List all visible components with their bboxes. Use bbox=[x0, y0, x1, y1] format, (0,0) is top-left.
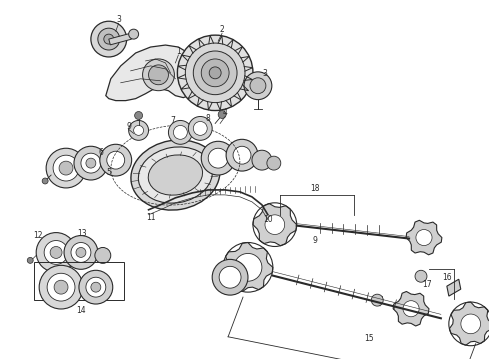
Circle shape bbox=[135, 112, 143, 120]
Circle shape bbox=[47, 273, 75, 301]
Circle shape bbox=[76, 247, 86, 257]
Circle shape bbox=[81, 153, 101, 173]
Circle shape bbox=[86, 158, 96, 168]
Circle shape bbox=[201, 141, 235, 175]
Circle shape bbox=[267, 156, 281, 170]
Polygon shape bbox=[106, 45, 200, 100]
Circle shape bbox=[226, 139, 258, 171]
Circle shape bbox=[64, 235, 98, 269]
Text: 9: 9 bbox=[312, 236, 317, 245]
Text: 1: 1 bbox=[176, 46, 181, 55]
Circle shape bbox=[39, 265, 83, 309]
Circle shape bbox=[74, 146, 108, 180]
Circle shape bbox=[71, 243, 91, 262]
Circle shape bbox=[79, 270, 113, 304]
Circle shape bbox=[98, 28, 120, 50]
Circle shape bbox=[86, 277, 106, 297]
Polygon shape bbox=[253, 203, 297, 246]
Circle shape bbox=[233, 146, 251, 164]
Circle shape bbox=[95, 247, 111, 264]
Circle shape bbox=[403, 301, 419, 317]
Polygon shape bbox=[449, 302, 490, 345]
Text: 15: 15 bbox=[365, 334, 374, 343]
Ellipse shape bbox=[131, 140, 220, 210]
Circle shape bbox=[59, 161, 73, 175]
Circle shape bbox=[173, 125, 187, 139]
Circle shape bbox=[185, 43, 245, 103]
Circle shape bbox=[209, 67, 221, 79]
Circle shape bbox=[91, 21, 127, 57]
Circle shape bbox=[177, 35, 253, 111]
Circle shape bbox=[218, 111, 226, 118]
Circle shape bbox=[252, 150, 272, 170]
Circle shape bbox=[36, 233, 76, 272]
Circle shape bbox=[461, 314, 481, 334]
Circle shape bbox=[46, 148, 86, 188]
Text: 5: 5 bbox=[106, 167, 111, 176]
Text: 2: 2 bbox=[220, 25, 224, 34]
Polygon shape bbox=[406, 220, 442, 255]
Circle shape bbox=[208, 148, 228, 168]
Text: 14: 14 bbox=[76, 306, 86, 315]
Text: 11: 11 bbox=[146, 213, 155, 222]
Text: 3: 3 bbox=[116, 15, 121, 24]
Circle shape bbox=[107, 151, 124, 169]
Polygon shape bbox=[447, 279, 461, 296]
Ellipse shape bbox=[148, 155, 202, 195]
Circle shape bbox=[42, 178, 48, 184]
Text: 12: 12 bbox=[33, 231, 43, 240]
Circle shape bbox=[143, 59, 174, 91]
Circle shape bbox=[212, 260, 248, 295]
Circle shape bbox=[250, 78, 266, 94]
Text: 3: 3 bbox=[263, 69, 268, 78]
Text: 8: 8 bbox=[206, 114, 211, 123]
Circle shape bbox=[169, 121, 192, 144]
Circle shape bbox=[193, 51, 237, 95]
Circle shape bbox=[44, 240, 68, 264]
Circle shape bbox=[129, 29, 139, 39]
Text: 6: 6 bbox=[98, 148, 103, 157]
Circle shape bbox=[416, 230, 432, 246]
Circle shape bbox=[265, 215, 285, 234]
Circle shape bbox=[237, 256, 259, 279]
Text: 10: 10 bbox=[263, 215, 272, 224]
Text: 16: 16 bbox=[442, 273, 452, 282]
Circle shape bbox=[148, 65, 169, 85]
Circle shape bbox=[129, 121, 148, 140]
Ellipse shape bbox=[138, 147, 213, 203]
Circle shape bbox=[53, 155, 79, 181]
Text: 9: 9 bbox=[126, 122, 131, 131]
Bar bbox=[34, 262, 123, 300]
Circle shape bbox=[104, 34, 114, 44]
Circle shape bbox=[91, 282, 101, 292]
Polygon shape bbox=[393, 292, 429, 326]
Text: 18: 18 bbox=[310, 184, 319, 193]
Circle shape bbox=[27, 257, 33, 264]
Bar bbox=[109, 33, 131, 45]
Text: 7: 7 bbox=[170, 116, 175, 125]
Text: 17: 17 bbox=[422, 280, 432, 289]
Circle shape bbox=[50, 247, 62, 258]
Circle shape bbox=[415, 270, 427, 282]
Circle shape bbox=[193, 121, 207, 135]
Circle shape bbox=[371, 294, 383, 306]
Text: 4: 4 bbox=[222, 108, 227, 117]
Circle shape bbox=[234, 253, 262, 281]
Circle shape bbox=[201, 59, 229, 87]
Circle shape bbox=[219, 266, 241, 288]
Circle shape bbox=[100, 144, 132, 176]
Text: 13: 13 bbox=[77, 229, 87, 238]
Polygon shape bbox=[224, 243, 273, 292]
Circle shape bbox=[244, 72, 272, 100]
Circle shape bbox=[54, 280, 68, 294]
Circle shape bbox=[134, 125, 144, 135]
Circle shape bbox=[188, 117, 212, 140]
